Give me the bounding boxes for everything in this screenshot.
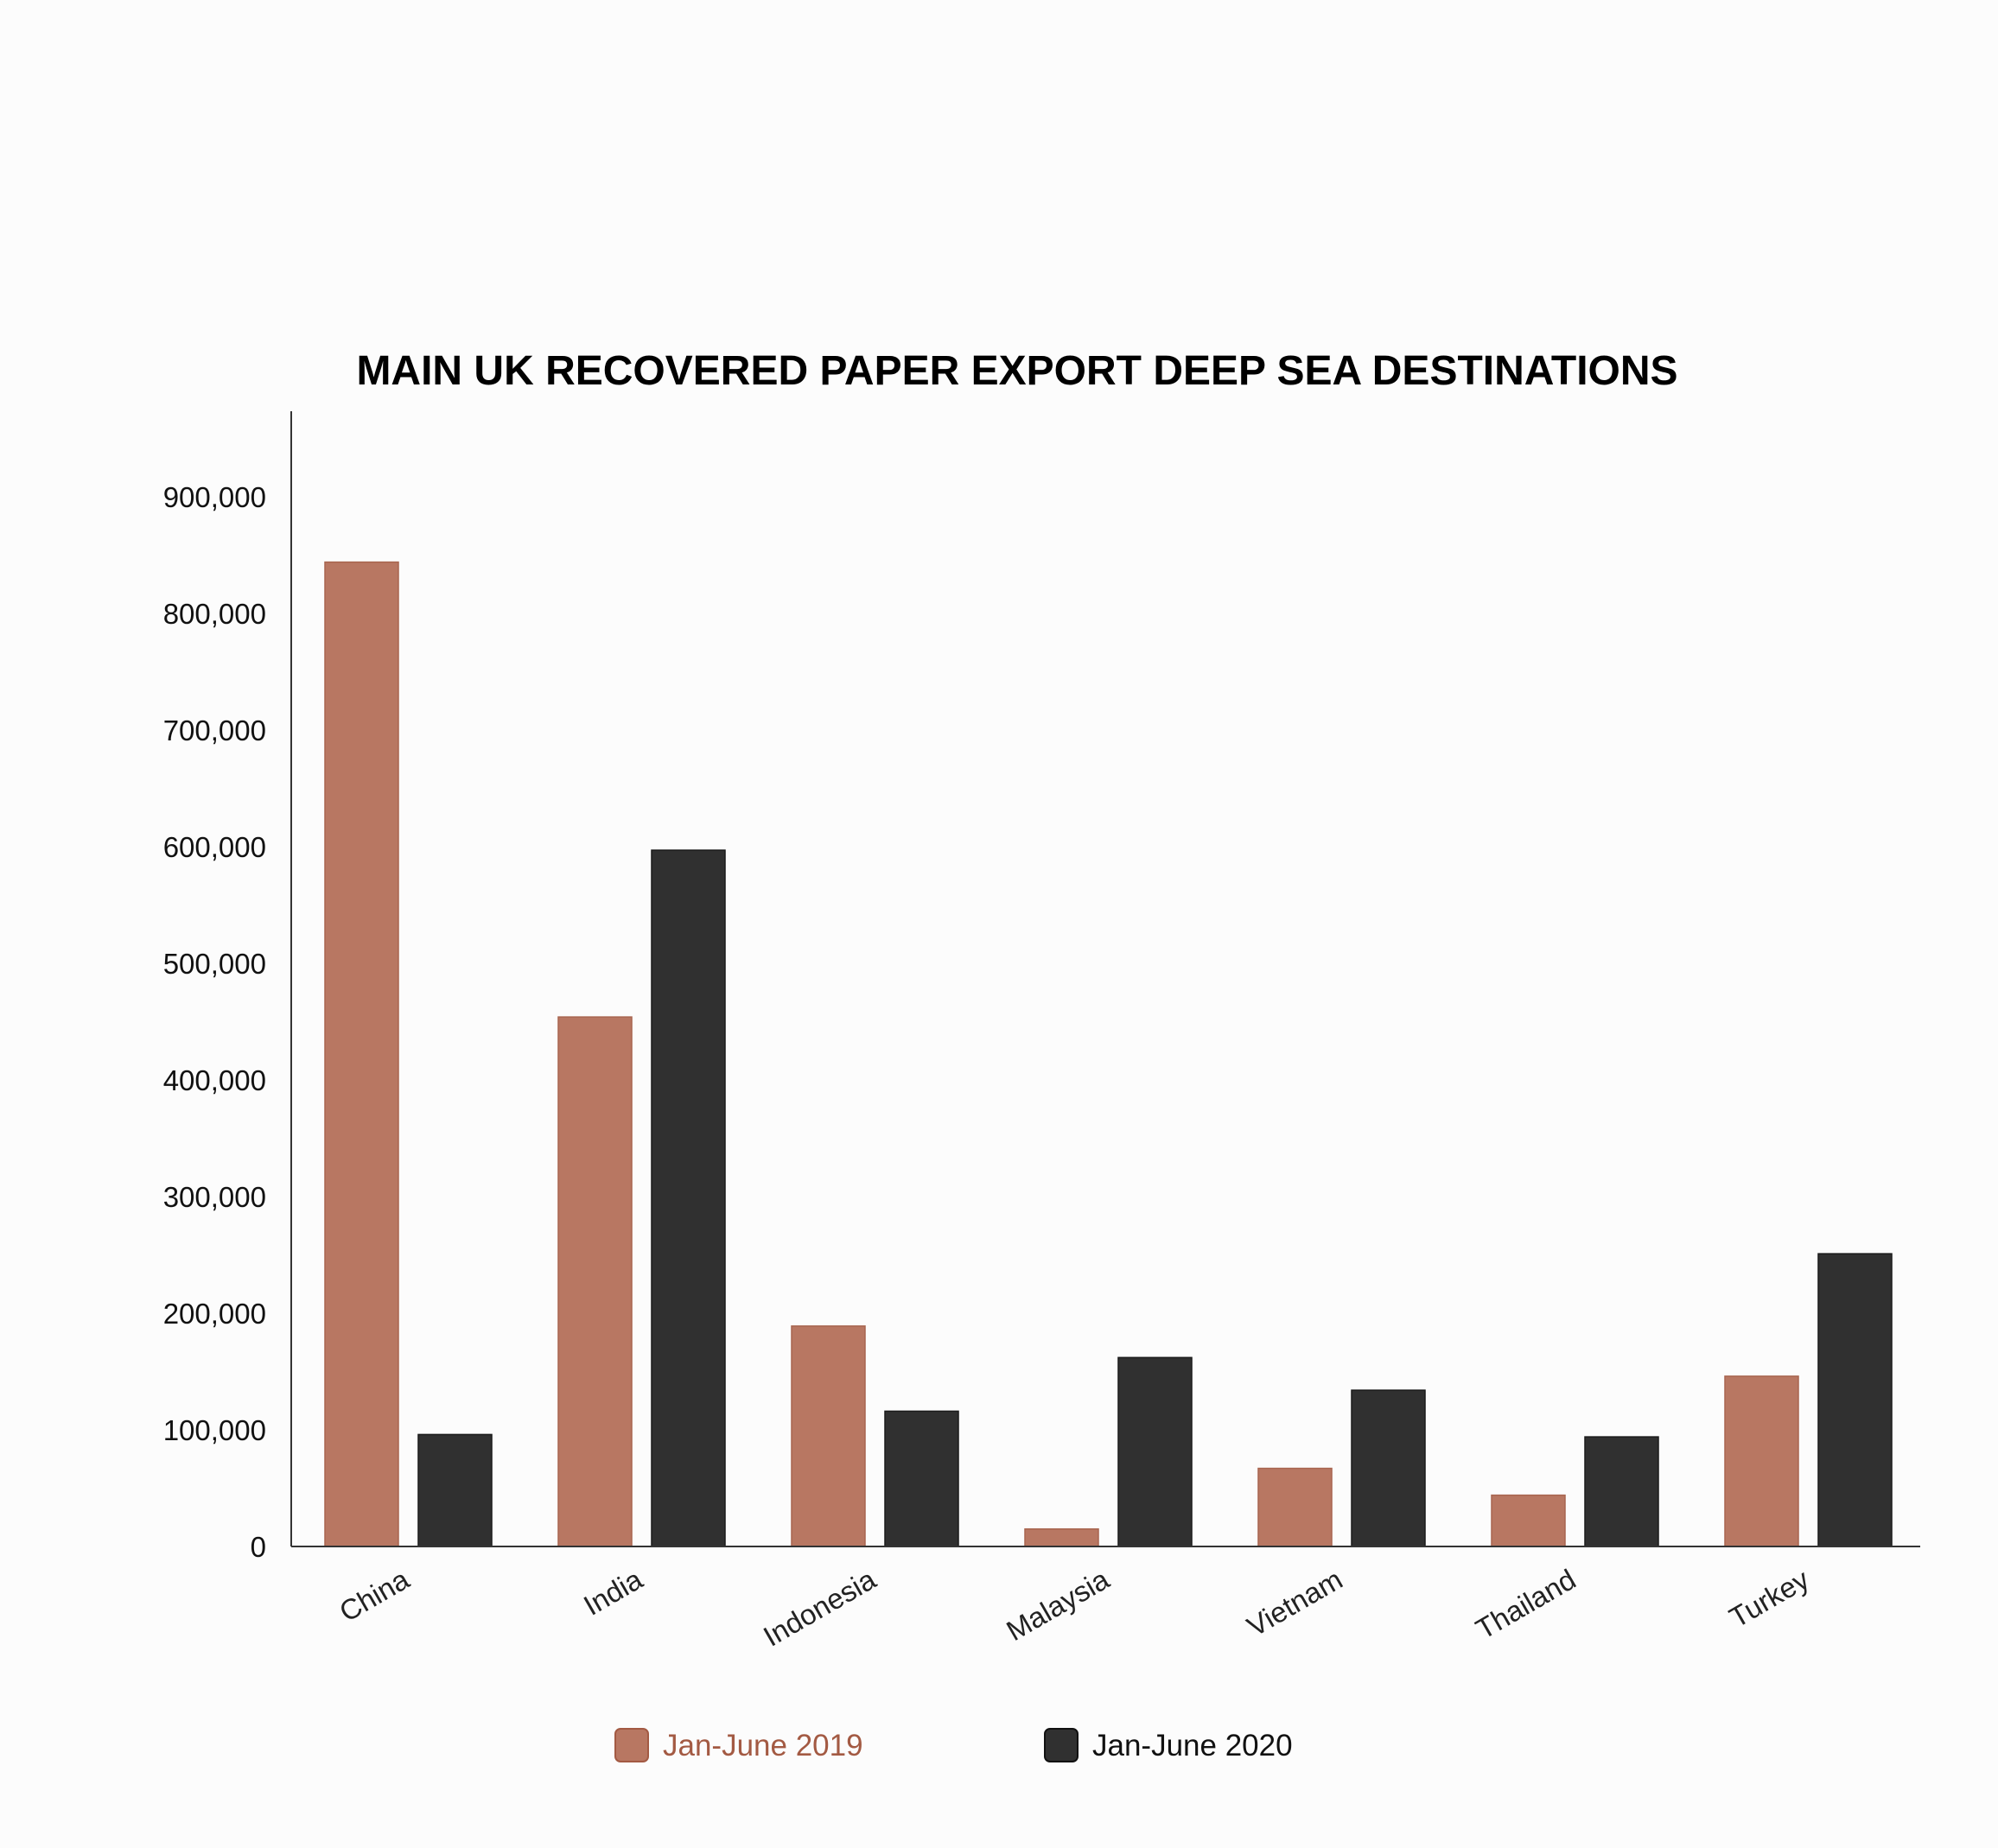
bar-turkey-2019 <box>1724 1375 1799 1547</box>
bar-thailand-2019 <box>1491 1494 1566 1547</box>
y-tick-label: 900,000 <box>163 481 266 513</box>
y-tick-label: 400,000 <box>163 1064 266 1096</box>
x-tick-label: Thailand <box>1470 1563 1581 1645</box>
y-tick-label: 600,000 <box>163 831 266 863</box>
bar-thailand-2020 <box>1584 1436 1659 1547</box>
x-tick-label: Vietnam <box>1242 1563 1348 1642</box>
y-tick-label: 300,000 <box>163 1181 266 1213</box>
x-tick-label: India <box>578 1563 648 1622</box>
y-tick-label: 200,000 <box>163 1298 266 1330</box>
bar-turkey-2020 <box>1817 1253 1893 1547</box>
bar-china-2020 <box>417 1433 493 1547</box>
chart-title: MAIN UK RECOVERED PAPER EXPORT DEEP SEA … <box>356 348 1677 394</box>
legend-swatch <box>1044 1728 1079 1762</box>
legend-item-2019: Jan-June 2019 <box>614 1728 863 1762</box>
x-tick-label: Malaysia <box>1001 1563 1115 1647</box>
bar-malaysia-2019 <box>1024 1528 1099 1547</box>
y-tick-label: 500,000 <box>163 948 266 980</box>
bar-india-2020 <box>651 849 726 1547</box>
x-tick-label: Turkey <box>1724 1563 1815 1634</box>
bar-vietnam-2020 <box>1351 1389 1426 1547</box>
y-tick-label: 800,000 <box>163 598 266 630</box>
bar-china-2019 <box>324 561 399 1547</box>
y-tick-label: 0 <box>251 1531 266 1563</box>
bar-indonesia-2020 <box>884 1410 959 1547</box>
legend-label: Jan-June 2019 <box>663 1729 863 1762</box>
bar-india-2019 <box>557 1016 633 1547</box>
x-tick-label: China <box>334 1563 415 1628</box>
y-tick-label: 100,000 <box>163 1414 266 1446</box>
bar-indonesia-2019 <box>791 1325 866 1547</box>
legend-label: Jan-June 2020 <box>1092 1729 1293 1762</box>
legend-swatch <box>614 1728 649 1762</box>
bar-malaysia-2020 <box>1117 1356 1193 1547</box>
legend-item-2020: Jan-June 2020 <box>1044 1728 1293 1762</box>
y-tick-label: 700,000 <box>163 714 266 746</box>
x-tick-label: Indonesia <box>758 1563 881 1653</box>
bar-vietnam-2019 <box>1257 1467 1333 1547</box>
